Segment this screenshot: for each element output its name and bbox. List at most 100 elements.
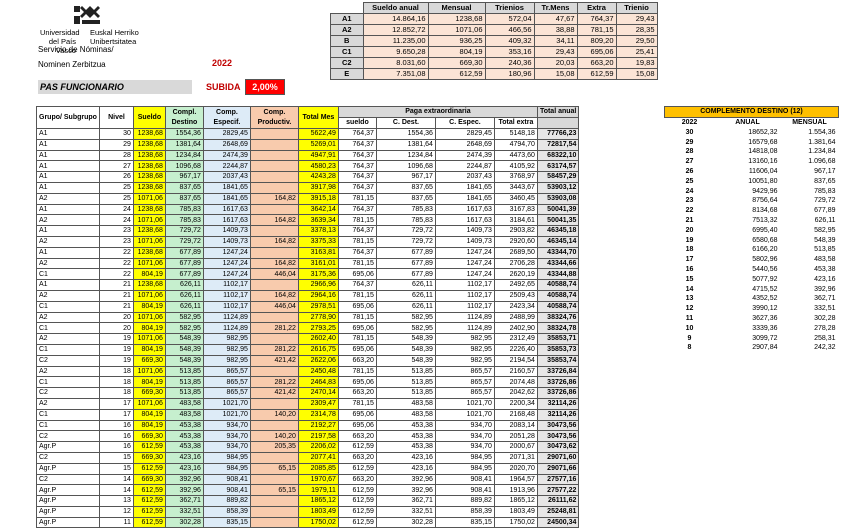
cell-pe-sueldo: 695,06 bbox=[337, 300, 377, 313]
comp-anual: 8756,64 bbox=[752, 197, 778, 205]
rates-cell: 12.852,72 bbox=[362, 24, 429, 36]
comp-anual: 3339,36 bbox=[752, 324, 778, 332]
comp-mensual: 548,39 bbox=[814, 236, 836, 244]
cell-comp-especif: 1102,17 bbox=[202, 279, 251, 291]
col-pe-cdest: C. Dest. bbox=[375, 117, 436, 129]
cell-comp-destino: 392,96 bbox=[164, 484, 204, 497]
cell-pe-cespec: 1102,17 bbox=[434, 289, 495, 302]
cell-total-mes: 3915,18 bbox=[297, 192, 339, 205]
cell-pe-cdest: 837,65 bbox=[375, 192, 436, 205]
cell-comp-destino: 513,85 bbox=[164, 365, 204, 378]
cell-pe-cespec: 982,95 bbox=[434, 333, 495, 345]
cell-pe-cdest: 362,71 bbox=[375, 495, 436, 507]
cell-sueldo: 1238,68 bbox=[132, 149, 166, 162]
cell-comp-especif: 1021,70 bbox=[202, 408, 251, 421]
col-total-anual: Total anual bbox=[536, 106, 580, 118]
cell-total-anual: 30473,56 bbox=[536, 419, 580, 432]
cell-sueldo: 612,59 bbox=[132, 495, 166, 507]
cell-comp-especif: 2829,45 bbox=[202, 128, 251, 140]
cell-pe-sueldo: 764,37 bbox=[337, 138, 377, 151]
cell-sueldo: 1238,68 bbox=[132, 181, 166, 194]
rates-col-3: Tr.Mens bbox=[533, 2, 578, 14]
cell-pe-total: 4794,70 bbox=[493, 138, 538, 151]
cell-pe-total: 3443,67 bbox=[493, 181, 538, 194]
table-row: C2 15 669,30 423,16 984,95 2077,41 663,20 423,1… bbox=[36, 451, 580, 464]
comp-mensual: 258,31 bbox=[814, 334, 836, 342]
cell-pe-cdest: 392,96 bbox=[375, 484, 436, 497]
rates-cell: 612,59 bbox=[576, 68, 617, 80]
cell-pe-sueldo: 612,59 bbox=[337, 462, 377, 475]
rates-row: B 11.235,00 936,25 409,32 34,11 809,20 29,50 bbox=[330, 35, 658, 47]
comp-row: 15 5077,92 423,16 bbox=[665, 275, 839, 285]
cell-pe-total: 1750,02 bbox=[493, 516, 538, 529]
cell-grupo: C1 bbox=[36, 419, 100, 432]
comp-anual: 6166,20 bbox=[752, 246, 778, 254]
cell-pe-total: 2423,34 bbox=[493, 300, 538, 313]
university-logo-icon bbox=[72, 4, 102, 26]
cell-total-anual: 38324,76 bbox=[536, 311, 580, 324]
comp-mensual: 483,58 bbox=[814, 256, 836, 264]
cell-pe-cdest: 626,11 bbox=[375, 289, 436, 302]
cell-comp-productiv bbox=[249, 225, 299, 237]
cell-comp-productiv bbox=[249, 419, 299, 432]
cell-total-anual: 33726,86 bbox=[536, 376, 580, 389]
cell-pe-sueldo: 663,20 bbox=[337, 451, 377, 464]
cell-grupo: A2 bbox=[36, 365, 100, 378]
cell-comp-productiv: 164,82 bbox=[249, 192, 299, 205]
cell-nivel: 26 bbox=[98, 171, 134, 183]
comp-level: 30 bbox=[685, 128, 694, 136]
cell-pe-total: 2000,67 bbox=[493, 441, 538, 453]
table-row: A1 27 1238,68 1096,68 2244,87 4580,23 764,37 10… bbox=[36, 160, 580, 173]
cell-grupo: C1 bbox=[36, 322, 100, 335]
cell-comp-especif: 934,70 bbox=[202, 419, 251, 432]
cell-sueldo: 1238,68 bbox=[132, 246, 166, 259]
cell-total-anual: 33726,84 bbox=[536, 365, 580, 378]
table-row: A2 20 1071,06 582,95 1124,89 2778,90 781,15 582… bbox=[36, 311, 580, 324]
cell-comp-destino: 1381,64 bbox=[164, 138, 204, 151]
rates-cell: 47,67 bbox=[533, 13, 578, 25]
cell-pe-cdest: 548,39 bbox=[375, 333, 436, 345]
col-grupo: Grupo/ Subgrupo bbox=[36, 106, 100, 129]
cell-comp-destino: 453,38 bbox=[164, 419, 204, 432]
col-paga-extra: Paga extraordinaria bbox=[337, 106, 538, 118]
table-row: Agr.P 12 612,59 332,51 858,39 1803,49 612,59 33… bbox=[36, 505, 580, 518]
cell-pe-total: 3184,61 bbox=[493, 214, 538, 227]
cell-total-anual: 40588,74 bbox=[536, 279, 580, 291]
cell-pe-total: 2492,65 bbox=[493, 279, 538, 291]
cell-comp-especif: 889,82 bbox=[202, 495, 251, 507]
cell-pe-total: 2071,31 bbox=[493, 451, 538, 464]
table-row: C1 21 804,19 626,11 1102,17 446,04 2978,51 695,… bbox=[36, 300, 580, 313]
cell-nivel: 14 bbox=[98, 473, 134, 486]
cell-total-anual: 27577,22 bbox=[536, 484, 580, 497]
cell-comp-destino: 1096,68 bbox=[164, 160, 204, 173]
cell-pe-total: 2488,99 bbox=[493, 311, 538, 324]
cell-sueldo: 804,19 bbox=[132, 419, 166, 432]
cell-pe-total: 2312,49 bbox=[493, 333, 538, 345]
comp-anual: 2907,84 bbox=[752, 344, 778, 352]
cell-pe-sueldo: 663,20 bbox=[337, 473, 377, 486]
table-row: A2 22 1071,06 677,89 1247,24 164,82 3161,01 781… bbox=[36, 257, 580, 270]
cell-comp-especif: 1102,17 bbox=[202, 289, 251, 302]
cell-grupo: A2 bbox=[36, 257, 100, 270]
cell-nivel: 18 bbox=[98, 365, 134, 378]
table-row: C1 18 804,19 513,85 865,57 281,22 2464,83 695,0… bbox=[36, 376, 580, 389]
cell-pe-cespec: 1247,24 bbox=[434, 257, 495, 270]
cell-total-anual: 26111,62 bbox=[536, 495, 580, 507]
comp-level: 12 bbox=[685, 305, 694, 313]
cell-total-mes: 2192,27 bbox=[297, 419, 339, 432]
cell-pe-sueldo: 663,20 bbox=[337, 430, 377, 443]
cell-pe-cespec: 984,95 bbox=[434, 462, 495, 475]
cell-comp-productiv: 164,82 bbox=[249, 214, 299, 227]
table-row: C1 19 804,19 548,39 982,95 281,22 2616,75 695,0… bbox=[36, 343, 580, 356]
table-row: A1 28 1238,68 1234,84 2474,39 4947,91 764,37 12… bbox=[36, 149, 580, 162]
cell-nivel: 28 bbox=[98, 149, 134, 162]
comp-anual: 4352,52 bbox=[752, 295, 778, 303]
rates-cell: 8.031,60 bbox=[362, 57, 429, 69]
comp-level: 17 bbox=[685, 256, 694, 264]
cell-pe-cespec: 865,57 bbox=[434, 365, 495, 378]
cell-comp-productiv bbox=[249, 516, 299, 529]
cell-nivel: 11 bbox=[98, 516, 134, 529]
cell-sueldo: 1071,06 bbox=[132, 235, 166, 248]
cell-comp-especif: 1124,89 bbox=[202, 322, 251, 335]
comp-row: 17 5802,96 483,58 bbox=[665, 255, 839, 265]
